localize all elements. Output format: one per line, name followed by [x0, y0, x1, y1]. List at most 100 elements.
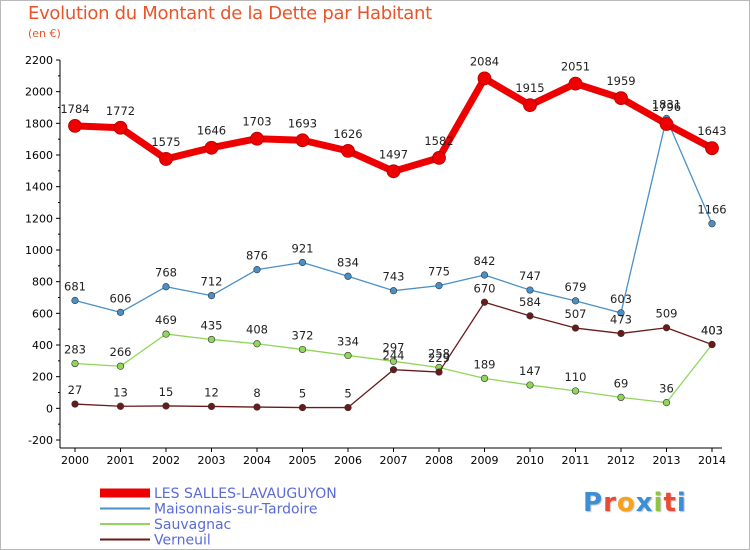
data-label: 36: [659, 382, 674, 396]
x-tick-label: 2005: [289, 454, 317, 467]
data-point: [207, 335, 216, 344]
data-label: 876: [246, 249, 268, 263]
y-tick-label: 2000: [25, 86, 53, 99]
data-point: [480, 271, 489, 279]
data-point: [705, 141, 719, 156]
y-tick-label: 2200: [25, 54, 53, 67]
data-point: [662, 324, 671, 332]
data-point: [298, 258, 307, 267]
data-label: 469: [155, 313, 177, 327]
data-point: [480, 298, 489, 306]
data-point: [617, 329, 625, 338]
data-point: [571, 297, 580, 305]
data-label: 2051: [561, 60, 590, 74]
data-label: 403: [701, 324, 723, 338]
data-label: 110: [565, 370, 587, 384]
data-label: 842: [474, 254, 496, 268]
data-point: [253, 403, 261, 411]
data-label: 1959: [606, 74, 635, 88]
y-tick-label: 1400: [25, 181, 53, 194]
data-point: [207, 292, 216, 300]
chart-title: Evolution du Montant de la Dette par Hab…: [28, 3, 432, 24]
x-tick-label: 2012: [607, 454, 635, 467]
data-point: [477, 71, 492, 86]
data-label: 258: [428, 346, 450, 360]
data-point: [435, 368, 443, 376]
y-tick-label: -200: [28, 434, 53, 447]
logo-letter: P: [583, 488, 604, 518]
data-point: [250, 131, 264, 146]
data-point: [253, 340, 261, 348]
logo-letter: t: [663, 488, 677, 518]
y-tick-label: 800: [32, 276, 53, 289]
y-tick-label: 600: [32, 307, 53, 320]
data-label: 1915: [515, 81, 544, 95]
data-label: 8: [253, 386, 260, 400]
data-label: 1626: [333, 127, 362, 141]
y-tick-label: 1800: [25, 117, 53, 130]
y-tick-label: 1000: [25, 244, 53, 257]
data-label: 1796: [652, 100, 681, 114]
x-tick-label: 2001: [107, 454, 135, 467]
data-point: [298, 403, 307, 412]
data-point: [71, 400, 79, 408]
data-label: 509: [656, 307, 678, 321]
data-point: [571, 387, 580, 395]
data-point: [344, 351, 352, 360]
x-tick-label: 2002: [152, 454, 180, 467]
data-point: [708, 340, 716, 349]
x-tick-label: 2010: [516, 454, 544, 467]
data-label: 283: [64, 343, 86, 357]
data-label: 1643: [697, 124, 726, 138]
data-label: 69: [614, 376, 629, 390]
x-tick-label: 2003: [198, 454, 226, 467]
data-point: [568, 76, 583, 91]
data-point: [344, 272, 352, 280]
data-label: 1497: [379, 147, 408, 161]
data-point: [116, 402, 125, 410]
data-point: [344, 403, 352, 412]
data-label: 12: [204, 385, 219, 399]
y-tick-label: 200: [32, 371, 53, 384]
legend-label: Sauvagnac: [154, 517, 231, 533]
data-label: 244: [383, 349, 405, 363]
data-label: 403: [701, 324, 723, 338]
data-point: [480, 374, 489, 383]
data-point: [116, 362, 125, 370]
data-point: [341, 143, 355, 158]
data-label: 1582: [424, 134, 453, 148]
data-label: 334: [337, 334, 359, 348]
data-label: 584: [519, 295, 541, 309]
data-label: 1784: [60, 102, 89, 116]
x-tick-label: 2004: [243, 454, 271, 467]
data-point: [162, 283, 170, 291]
data-label: 1772: [106, 104, 135, 118]
x-tick-label: 2011: [562, 454, 590, 467]
data-point: [571, 324, 580, 332]
y-tick-label: 400: [32, 339, 53, 352]
legend-label: Maisonnais-sur-Tardoire: [154, 502, 318, 518]
x-tick-label: 2009: [471, 454, 499, 467]
data-point: [162, 402, 170, 410]
data-label: 1575: [151, 135, 180, 149]
data-label: 1831: [652, 97, 681, 111]
logo-letter: r: [603, 488, 617, 518]
data-point: [386, 164, 401, 179]
data-label: 606: [110, 291, 132, 305]
data-point: [295, 133, 310, 148]
data-label: 775: [428, 265, 450, 279]
data-point: [68, 118, 82, 133]
data-point: [159, 152, 173, 166]
data-point: [435, 282, 443, 290]
logo-letter: i: [653, 488, 664, 518]
data-point: [617, 393, 625, 402]
logo-letter: x: [635, 488, 654, 518]
data-label: 408: [246, 323, 268, 337]
data-point: [662, 399, 671, 407]
data-point: [389, 366, 398, 374]
data-label: 681: [64, 280, 86, 294]
data-point: [708, 220, 716, 228]
logo-letter: o: [616, 488, 636, 518]
data-label: 372: [292, 328, 314, 342]
